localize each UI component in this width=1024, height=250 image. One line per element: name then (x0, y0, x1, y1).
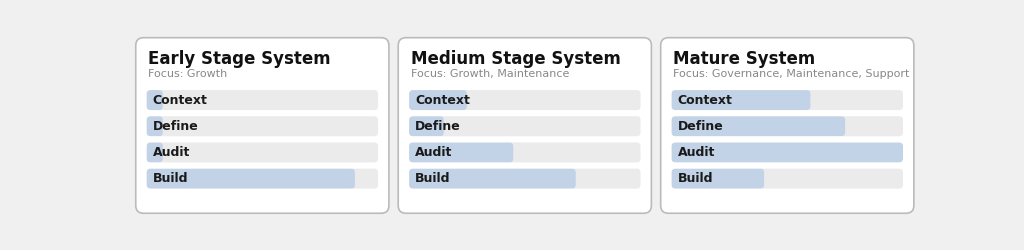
FancyBboxPatch shape (672, 90, 810, 110)
Text: Context: Context (416, 94, 470, 106)
FancyBboxPatch shape (398, 38, 651, 213)
FancyBboxPatch shape (146, 168, 378, 188)
FancyBboxPatch shape (409, 116, 641, 136)
Text: Build: Build (153, 172, 188, 185)
FancyBboxPatch shape (409, 142, 513, 163)
FancyBboxPatch shape (146, 142, 378, 163)
FancyBboxPatch shape (409, 168, 641, 188)
FancyBboxPatch shape (409, 168, 575, 188)
FancyBboxPatch shape (146, 116, 163, 136)
Text: Audit: Audit (678, 146, 715, 159)
FancyBboxPatch shape (146, 90, 163, 110)
FancyBboxPatch shape (672, 168, 764, 188)
FancyBboxPatch shape (672, 142, 903, 163)
FancyBboxPatch shape (146, 168, 355, 188)
FancyBboxPatch shape (672, 116, 845, 136)
Text: Medium Stage System: Medium Stage System (411, 50, 621, 68)
FancyBboxPatch shape (672, 142, 903, 163)
Text: Early Stage System: Early Stage System (148, 50, 331, 68)
Text: Build: Build (678, 172, 714, 185)
FancyBboxPatch shape (660, 38, 913, 213)
Text: Context: Context (678, 94, 732, 106)
Text: Define: Define (416, 120, 461, 133)
Text: Focus: Growth: Focus: Growth (148, 69, 227, 79)
Text: Focus: Governance, Maintenance, Support: Focus: Governance, Maintenance, Support (673, 69, 909, 79)
Text: Mature System: Mature System (673, 50, 815, 68)
FancyBboxPatch shape (672, 168, 903, 188)
Text: Context: Context (153, 94, 208, 106)
FancyBboxPatch shape (146, 116, 378, 136)
FancyBboxPatch shape (409, 90, 641, 110)
Text: Focus: Growth, Maintenance: Focus: Growth, Maintenance (411, 69, 569, 79)
FancyBboxPatch shape (146, 90, 378, 110)
FancyBboxPatch shape (136, 38, 389, 213)
Text: Build: Build (416, 172, 451, 185)
FancyBboxPatch shape (409, 142, 641, 163)
Text: Audit: Audit (416, 146, 453, 159)
FancyBboxPatch shape (146, 142, 163, 163)
FancyBboxPatch shape (409, 116, 443, 136)
Text: Define: Define (153, 120, 199, 133)
FancyBboxPatch shape (672, 90, 903, 110)
Text: Audit: Audit (153, 146, 190, 159)
FancyBboxPatch shape (409, 90, 467, 110)
Text: Define: Define (678, 120, 724, 133)
FancyBboxPatch shape (672, 116, 903, 136)
